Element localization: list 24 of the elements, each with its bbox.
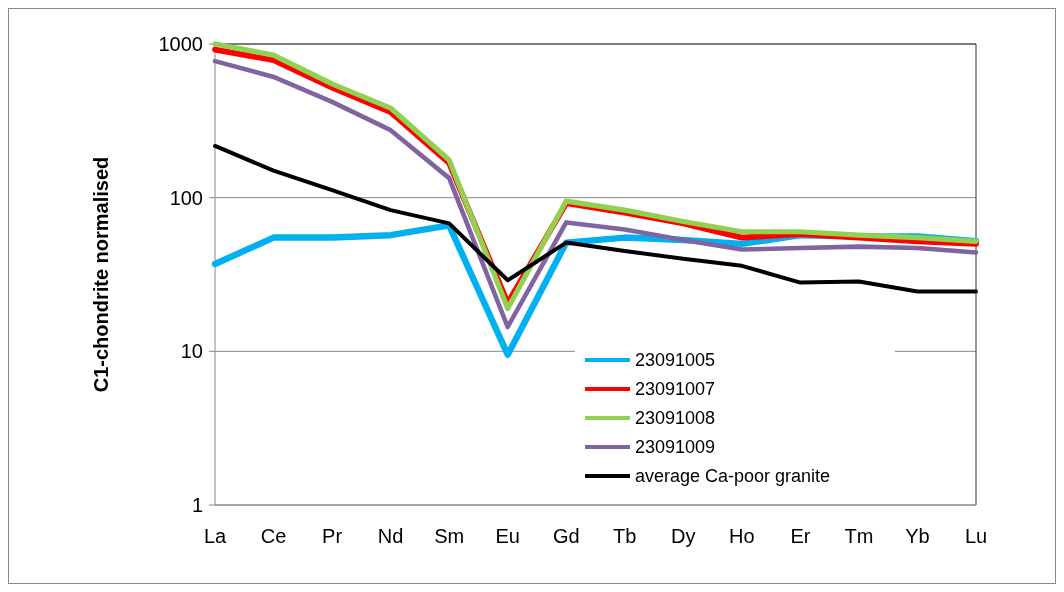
x-tick-label: Pr	[322, 525, 343, 547]
x-tick-label: Lu	[964, 525, 988, 547]
legend-label: average Ca-poor granite	[635, 466, 831, 487]
x-tick-label: Tb	[613, 525, 637, 547]
y-axis-title: C1-chondrite normalised	[90, 156, 112, 393]
legend-label: 23091009	[635, 437, 716, 458]
x-tick-label: La	[203, 525, 227, 547]
y-tick-label: 1	[191, 494, 203, 516]
x-tick-label: Dy	[671, 525, 696, 547]
y-tick-label: 1000	[158, 33, 203, 55]
y-tick-label: 10	[180, 340, 203, 363]
legend-label: 23091008	[635, 408, 716, 429]
y-tick-label: 100	[169, 186, 203, 209]
x-tick-label: Tm	[844, 525, 874, 547]
x-tick-label: Ce	[260, 525, 287, 547]
legend-label: 23091007	[635, 379, 716, 400]
x-tick-label: Sm	[434, 525, 465, 547]
x-tick-label: Yb	[905, 525, 930, 547]
legend-label: 23091005	[635, 350, 716, 371]
x-tick-label: Gd	[552, 525, 580, 547]
x-tick-label: Eu	[495, 525, 520, 547]
x-tick-label: Er	[790, 525, 811, 547]
x-tick-label: Ho	[729, 525, 755, 547]
x-tick-label: Nd	[377, 525, 404, 547]
